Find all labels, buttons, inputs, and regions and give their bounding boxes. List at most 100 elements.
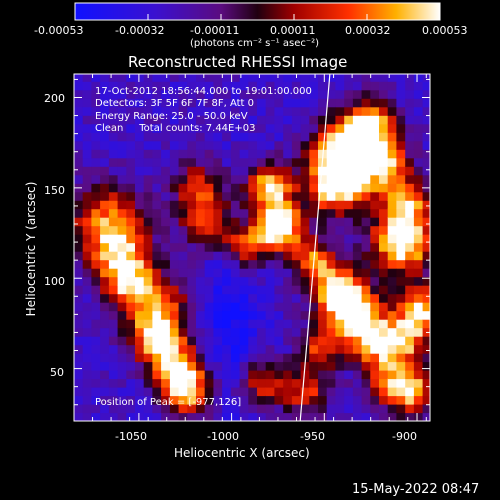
heatmap-cell (387, 149, 397, 159)
heatmap-cell (126, 166, 136, 176)
heatmap-cell (91, 404, 101, 414)
heatmap-cell (143, 251, 153, 261)
heatmap-cell (413, 251, 424, 261)
heatmap-cell (230, 106, 241, 116)
heatmap-cell (100, 166, 110, 176)
heatmap-cell (344, 370, 354, 380)
heatmap-cell (274, 174, 284, 184)
heatmap-cell (222, 140, 232, 150)
heatmap-cell (82, 140, 92, 150)
heatmap-cell (283, 225, 293, 235)
heatmap-cell (196, 378, 206, 388)
heatmap-cell (396, 191, 406, 201)
heatmap-cell (187, 123, 197, 133)
heatmap-cell (257, 293, 267, 303)
heatmap-cell (213, 387, 223, 397)
heatmap-cell (387, 81, 397, 91)
heatmap-cell (326, 166, 336, 176)
heatmap-cell (370, 123, 380, 133)
heatmap-cell (126, 285, 136, 295)
heatmap-cell (291, 115, 302, 125)
heatmap-cell (352, 285, 363, 295)
heatmap-cell (248, 293, 258, 303)
heatmap-cell (82, 74, 92, 82)
heatmap-cell (222, 285, 232, 295)
heatmap-cell (413, 234, 424, 244)
heatmap-cell (309, 157, 319, 167)
heatmap-cell (335, 200, 345, 210)
heatmap-cell (257, 404, 267, 414)
heatmap-cell (396, 200, 406, 210)
heatmap-cell (161, 344, 171, 354)
heatmap-cell (74, 353, 84, 363)
heatmap-cell (370, 310, 380, 320)
heatmap-cell (213, 74, 223, 82)
heatmap-cell (344, 378, 354, 388)
heatmap-cell (405, 378, 415, 388)
heatmap-cell (204, 166, 214, 176)
heatmap-cell (387, 234, 397, 244)
heatmap-cell (361, 123, 371, 133)
heatmap-cell (396, 285, 406, 295)
heatmap-cell (74, 208, 84, 218)
heatmap-cell (248, 387, 258, 397)
heatmap-cell (152, 166, 162, 176)
heatmap-cell (213, 327, 223, 337)
heatmap-cell (222, 404, 232, 414)
heatmap-cell (135, 140, 145, 150)
heatmap-cell (352, 404, 363, 414)
heatmap-cell (361, 149, 371, 159)
heatmap-cell (300, 285, 310, 295)
heatmap-cell (309, 293, 319, 303)
heatmap-cell (169, 327, 180, 337)
heatmap-cell (326, 242, 336, 252)
heatmap-cell (326, 200, 336, 210)
heatmap-cell (126, 361, 136, 371)
heatmap-cell (230, 200, 241, 210)
heatmap-cell (283, 174, 293, 184)
heatmap-cell (169, 234, 180, 244)
heatmap-cell (335, 344, 345, 354)
heatmap-cell (187, 336, 197, 346)
heatmap-cell (126, 370, 136, 380)
heatmap-cell (213, 200, 223, 210)
heatmap-cell (152, 183, 162, 193)
heatmap-cell (335, 217, 345, 227)
chart-title: Reconstructed RHESSI Image (128, 53, 348, 71)
y-tick-label: 200 (44, 92, 65, 105)
heatmap-cell (291, 336, 302, 346)
heatmap-cell (117, 259, 127, 269)
heatmap-cell (169, 310, 180, 320)
heatmap-cell (82, 157, 92, 167)
heatmap-cell (318, 200, 328, 210)
heatmap-cell (387, 361, 397, 371)
heatmap-cell (100, 276, 110, 286)
heatmap-cell (187, 302, 197, 312)
heatmap-cell (117, 166, 127, 176)
heatmap-cell (196, 276, 206, 286)
heatmap-cell (405, 115, 415, 125)
heatmap-cell (352, 302, 363, 312)
heatmap-cell (405, 344, 415, 354)
heatmap-cell (196, 242, 206, 252)
heatmap-cell (213, 395, 223, 405)
heatmap-cell (248, 81, 258, 91)
heatmap-cell (257, 115, 267, 125)
heatmap-cell (405, 251, 415, 261)
heatmap-cell (108, 276, 119, 286)
heatmap-cell (152, 242, 162, 252)
heatmap-cell (248, 395, 258, 405)
heatmap-cell (352, 319, 363, 329)
heatmap-cell (291, 183, 302, 193)
heatmap-cell (108, 310, 119, 320)
heatmap-cell (117, 200, 127, 210)
heatmap-cell (126, 234, 136, 244)
heatmap-cell (152, 319, 162, 329)
heatmap-cell (187, 225, 197, 235)
heatmap-cell (222, 81, 232, 91)
heatmap-cell (126, 293, 136, 303)
heatmap-cell (361, 242, 371, 252)
heatmap-cell (291, 327, 302, 337)
heatmap-cell (161, 74, 171, 82)
colorbar (74, 2, 441, 21)
